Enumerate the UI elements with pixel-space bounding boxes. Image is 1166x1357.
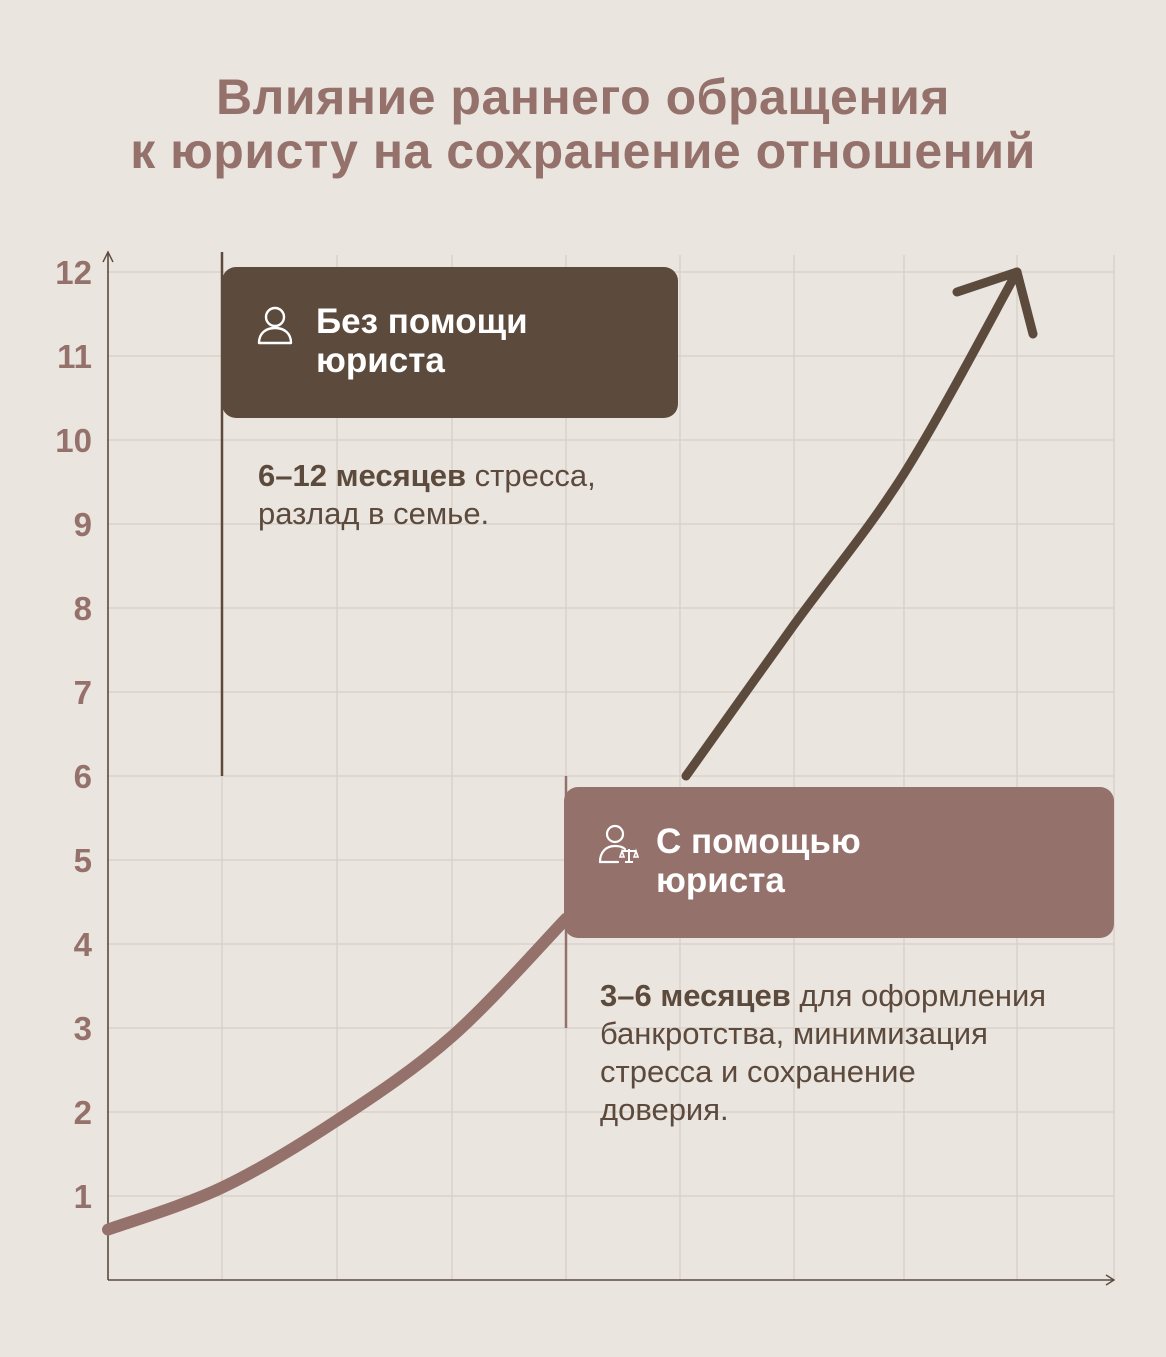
without-lawyer-title-line1: Без помощи — [316, 302, 528, 341]
chart-title-line1: Влияние раннего обращения — [216, 69, 950, 125]
series-line-with-lawyer — [102, 912, 572, 1236]
series-lines — [102, 267, 1038, 1236]
y-tick-label: 7 — [74, 674, 92, 711]
axes — [102, 250, 1116, 1286]
with-lawyer-description: 3–6 месяцев для оформления банкротства, … — [600, 977, 1046, 1129]
person-icon — [256, 305, 294, 350]
y-axis-arrow — [102, 250, 114, 263]
y-tick-label: 12 — [55, 254, 92, 291]
y-tick-label: 11 — [57, 338, 92, 375]
y-tick-label: 9 — [74, 506, 92, 543]
with-lawyer-desc-text4: доверия. — [600, 1092, 729, 1127]
with-lawyer-desc-text1: для оформления — [790, 978, 1047, 1013]
y-tick-label: 6 — [74, 758, 92, 795]
chart-title-line2: к юристу на сохранение отношений — [130, 123, 1036, 179]
y-tick-label: 10 — [55, 422, 92, 459]
with-lawyer-desc-text3: стресса и сохранение — [600, 1054, 916, 1089]
without-lawyer-desc-text2: разлад в семье. — [258, 496, 490, 531]
x-axis-arrow — [1105, 1274, 1116, 1286]
y-tick-label: 1 — [74, 1178, 92, 1215]
arrowhead-icon — [952, 267, 1038, 339]
with-lawyer-title-line2: юриста — [656, 861, 785, 900]
y-tick-label: 2 — [74, 1094, 92, 1131]
with-lawyer-title: С помощью юриста — [656, 822, 861, 900]
without-lawyer-desc-text1: стресса, — [466, 458, 596, 493]
without-lawyer-title-line2: юриста — [316, 341, 445, 380]
y-tick-label: 8 — [74, 590, 92, 627]
without-lawyer-title: Без помощи юриста — [316, 302, 528, 380]
with-lawyer-title-line1: С помощью — [656, 822, 861, 861]
lawyer-scales-icon — [598, 823, 640, 870]
with-lawyer-duration: 3–6 месяцев — [600, 978, 791, 1013]
with-lawyer-desc-text2: банкротства, минимизация — [600, 1016, 988, 1051]
without-lawyer-description: 6–12 месяцев стресса, разлад в семье. — [258, 457, 596, 533]
chart-title: Влияние раннего обращения к юристу на со… — [0, 70, 1166, 178]
without-lawyer-box: Без помощи юриста — [222, 267, 678, 418]
series-line-without-lawyer — [681, 267, 1022, 781]
y-tick-label: 5 — [74, 842, 92, 879]
without-lawyer-duration: 6–12 месяцев — [258, 458, 467, 493]
with-lawyer-box: С помощью юриста — [564, 787, 1114, 938]
y-tick-label: 3 — [74, 1010, 92, 1047]
y-tick-label: 4 — [74, 926, 93, 963]
